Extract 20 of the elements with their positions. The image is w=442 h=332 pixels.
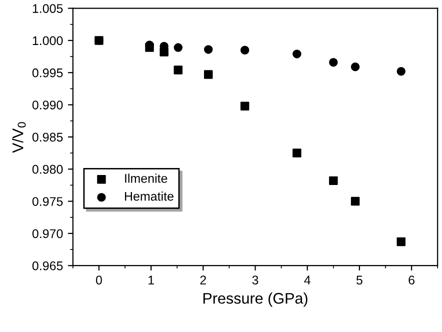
y-tick-label: 0.970 — [32, 229, 63, 238]
legend-label: Ilmenite — [125, 174, 168, 183]
x-axis-title: Pressure (GPa) — [203, 292, 308, 307]
legend-label: Hematite — [125, 192, 174, 201]
x-tick-label: 4 — [304, 276, 310, 284]
y-tick-label: 0.975 — [32, 197, 63, 206]
x-tick-label: 6 — [408, 276, 414, 285]
y-axis-title: V/V$_{0}$ — [12, 122, 26, 153]
y-tick-label: 0.985 — [32, 132, 63, 142]
y-tick-label: 0.995 — [32, 68, 63, 78]
y-tick-label: 0.980 — [32, 164, 63, 174]
x-tick-label: 1 — [148, 276, 154, 284]
y-tick-label: 0.990 — [32, 100, 63, 110]
y-tick-label: 1.005 — [32, 4, 63, 13]
x-tick-label: 5 — [356, 276, 362, 285]
x-tick-label: 2 — [200, 276, 206, 284]
y-tick-label: 0.965 — [32, 261, 63, 270]
x-tick-label: 0 — [96, 276, 102, 285]
y-tick-label: 1.000 — [32, 36, 63, 46]
x-tick-label: 3 — [252, 276, 258, 285]
